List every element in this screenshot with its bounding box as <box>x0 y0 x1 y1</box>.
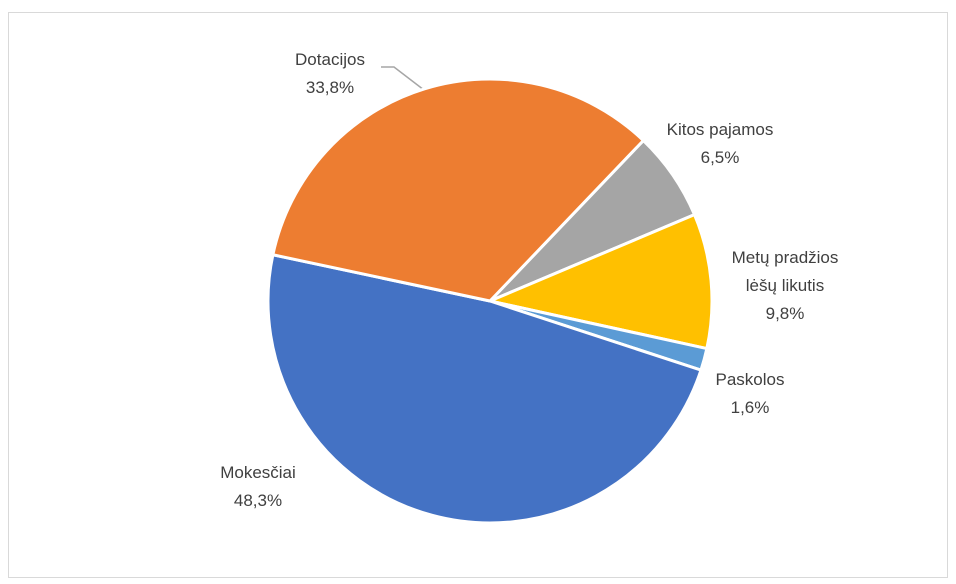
value-label: 33,8% <box>305 78 355 97</box>
pie-slice <box>485 212 714 351</box>
value-label: 9,8% <box>765 304 805 323</box>
category-label: Paskolos <box>715 370 785 389</box>
data-label: Metų pradžios lėšų likutis 9,8% <box>715 244 855 328</box>
category-label: Kitos pajamos <box>666 120 774 139</box>
pie-slice <box>266 252 703 525</box>
leader-line <box>381 66 425 91</box>
pie-slice <box>271 77 646 303</box>
category-label: Dotacijos <box>295 50 365 69</box>
data-label: Kitos pajamos 6,5% <box>635 116 805 172</box>
value-label: 1,6% <box>730 398 770 417</box>
value-label: 48,3% <box>233 491 283 510</box>
data-label: Dotacijos 33,8% <box>270 46 390 102</box>
category-label: Metų pradžios lėšų likutis <box>731 248 839 295</box>
data-label: Paskolos 1,6% <box>690 366 810 422</box>
value-label: 6,5% <box>700 148 740 167</box>
data-label: Mokesčiai 48,3% <box>188 459 328 515</box>
category-label: Mokesčiai <box>220 463 296 482</box>
